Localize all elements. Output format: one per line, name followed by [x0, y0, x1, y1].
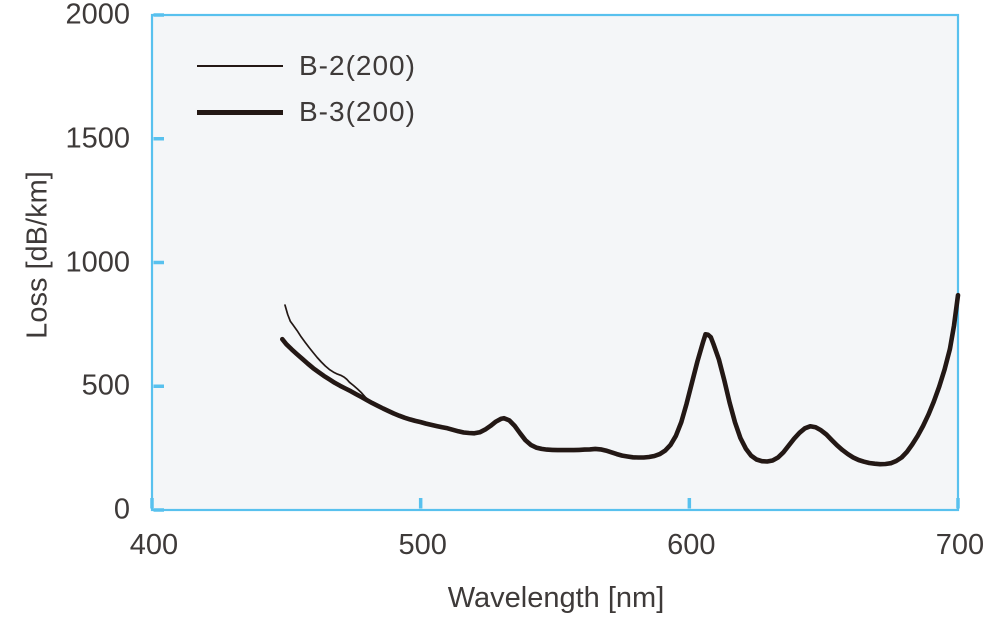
y-tick-label-2000: 2000: [65, 0, 130, 31]
legend: B-2(200) B-3(200): [197, 43, 416, 135]
legend-label-b3: B-3(200): [299, 96, 416, 127]
legend-item-b2: B-2(200): [197, 43, 416, 89]
series-curve-B-3(200): [280, 292, 961, 467]
y-axis-title: Loss [dB/km]: [21, 171, 54, 339]
legend-label-b2: B-2(200): [299, 50, 416, 81]
y-tick-label-0: 0: [113, 493, 130, 526]
y-tick-label-1500: 1500: [65, 122, 130, 155]
legend-line-sample-thick: [197, 109, 283, 115]
x-tick-label-500: 500: [398, 529, 447, 561]
x-tick-label-700: 700: [935, 529, 985, 561]
x-axis-title: Wavelength [nm]: [447, 582, 665, 614]
x-tick-label-400: 400: [129, 529, 179, 561]
y-tick-label-1000: 1000: [65, 246, 130, 278]
plot-area: [150, 13, 960, 512]
x-tick-label-600: 600: [667, 529, 716, 561]
y-tick-label-500: 500: [81, 369, 130, 402]
legend-item-b3: B-3(200): [197, 89, 416, 135]
series-curve-B-2(200): [284, 304, 371, 402]
legend-line-sample-thin: [197, 65, 283, 67]
